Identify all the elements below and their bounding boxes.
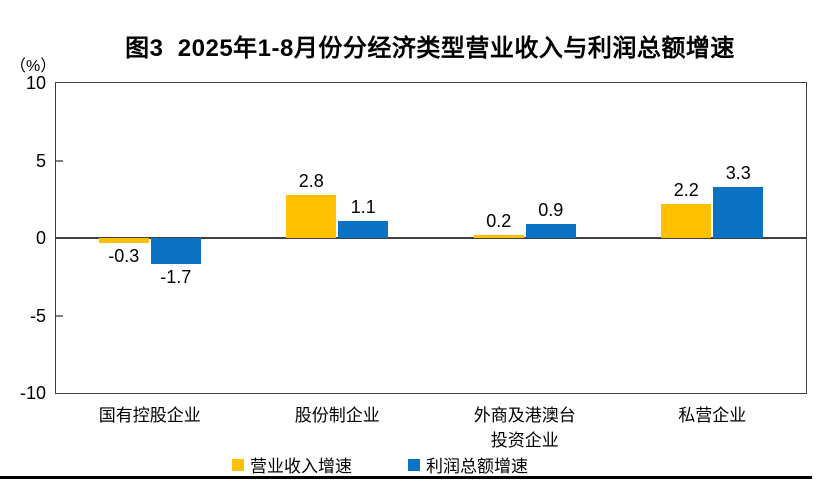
bar xyxy=(98,238,149,243)
bar xyxy=(150,238,201,265)
bar-value-label: 0.2 xyxy=(486,210,512,231)
y-tick-label: -5 xyxy=(29,305,46,326)
bar xyxy=(713,186,764,238)
y-tick-label: -10 xyxy=(19,383,46,403)
legend: 营业收入增速 利润总额增速 xyxy=(0,452,760,477)
y-axis-unit-label: （%） xyxy=(10,58,57,75)
legend-label: 利润总额增速 xyxy=(426,457,528,476)
y-tick-label: 0 xyxy=(35,228,46,248)
bar xyxy=(286,194,337,238)
bar xyxy=(473,234,524,238)
y-tick-mark xyxy=(56,159,63,162)
bar xyxy=(338,220,389,238)
bar-value-label: 2.2 xyxy=(673,179,699,200)
x-axis-label: 股份制企业 xyxy=(294,406,380,425)
bar-value-label: 3.3 xyxy=(725,162,751,183)
legend-item: 营业收入增速 xyxy=(232,452,352,477)
y-tick-label: 5 xyxy=(35,150,46,171)
bar-value-label: -1.7 xyxy=(160,267,192,288)
bar-value-label: -0.3 xyxy=(108,245,140,266)
bottom-rule xyxy=(0,476,812,479)
y-tick-label: 10 xyxy=(25,73,46,93)
bar-value-label: 0.9 xyxy=(538,200,564,221)
zero-axis-line xyxy=(56,237,806,239)
x-axis-label: 国有控股企业 xyxy=(98,406,201,425)
legend-item: 利润总额增速 xyxy=(408,452,528,477)
bar-value-label: 2.8 xyxy=(298,170,324,191)
y-tick-mark xyxy=(56,314,63,317)
chart-title: 图3 2025年1-8月份分经济类型营业收入与利润总额增速 xyxy=(125,35,735,62)
plot-area: 10 5 0 -5 -10 -0.3 2.8 0.2 2.2 -1.7 1.1 0.9 3.3 国有控股企… xyxy=(20,73,807,450)
legend-swatch xyxy=(408,458,420,471)
bar xyxy=(525,224,576,238)
bar xyxy=(661,203,712,238)
x-axis-label: 外商及港澳台 投资企业 xyxy=(473,406,576,450)
x-axis-label: 私营企业 xyxy=(678,406,747,425)
legend-swatch xyxy=(232,458,244,471)
bar-value-label: 1.1 xyxy=(350,196,376,217)
legend-label: 营业收入增速 xyxy=(250,457,352,476)
